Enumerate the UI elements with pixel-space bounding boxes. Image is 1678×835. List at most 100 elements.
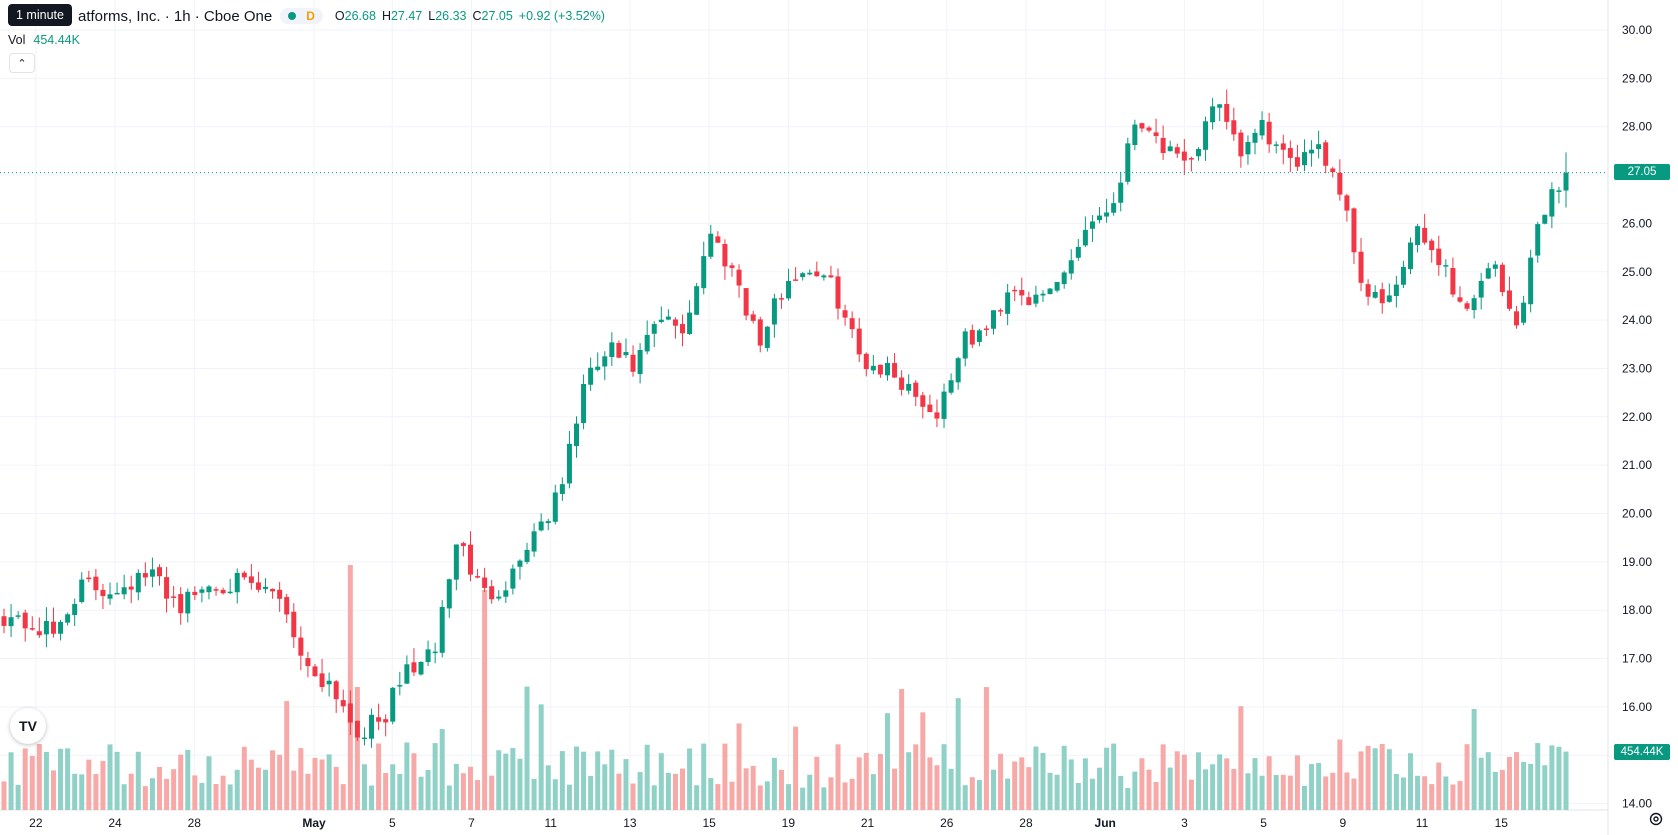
candle-body[interactable] (1492, 264, 1498, 269)
candle-body[interactable] (1195, 149, 1201, 157)
candle-body[interactable] (439, 606, 445, 653)
candle-body[interactable] (86, 577, 92, 580)
candle-body[interactable] (1054, 281, 1060, 291)
candle-body[interactable] (1160, 137, 1166, 154)
candle-body[interactable] (1252, 132, 1258, 143)
candle-body[interactable] (65, 614, 71, 623)
candle-body[interactable] (8, 617, 14, 627)
candle-body[interactable] (948, 380, 954, 393)
candle-body[interactable] (941, 391, 947, 419)
candle-body[interactable] (1224, 103, 1230, 122)
candle-body[interactable] (149, 569, 155, 577)
candle-body[interactable] (651, 324, 657, 334)
candle-body[interactable] (270, 588, 276, 592)
symbol-title[interactable]: atforms, Inc. · 1h · Cboe One (78, 7, 273, 25)
candle-body[interactable] (581, 383, 587, 423)
candle-body[interactable] (750, 314, 756, 321)
candle-body[interactable] (50, 621, 56, 634)
candle-body[interactable] (15, 615, 21, 617)
candle-body[interactable] (856, 328, 862, 355)
candle-body[interactable] (135, 572, 141, 593)
candle-body[interactable] (100, 589, 106, 597)
candle-body[interactable] (566, 443, 572, 484)
candle-body[interactable] (1422, 227, 1428, 243)
candle-body[interactable] (1386, 295, 1392, 302)
candle-body[interactable] (955, 358, 961, 383)
candle-body[interactable] (1535, 224, 1541, 256)
candle-body[interactable] (107, 594, 113, 599)
candle-body[interactable] (1118, 182, 1124, 203)
candle-body[interactable] (658, 319, 664, 323)
candle-body[interactable] (503, 590, 509, 597)
candle-body[interactable] (1549, 189, 1555, 217)
candle-body[interactable] (786, 280, 792, 299)
candle-body[interactable] (800, 273, 806, 278)
candle-body[interactable] (616, 343, 622, 358)
candle-body[interactable] (1132, 124, 1138, 146)
candle-body[interactable] (22, 612, 28, 629)
candle-body[interactable] (1457, 297, 1463, 302)
candle-body[interactable] (1372, 291, 1378, 298)
candle-body[interactable] (884, 362, 890, 376)
candle-body[interactable] (333, 681, 339, 700)
candle-body[interactable] (1563, 172, 1569, 191)
candle-body[interactable] (192, 591, 198, 596)
candle-body[interactable] (234, 572, 240, 593)
candle-body[interactable] (1393, 284, 1399, 297)
candle-body[interactable] (1450, 267, 1456, 295)
market-status[interactable]: D (280, 8, 323, 24)
candle-body[interactable] (680, 324, 686, 334)
candle-body[interactable] (1464, 303, 1470, 309)
candle-body[interactable] (248, 576, 254, 583)
candle-body[interactable] (467, 544, 473, 575)
gear-icon[interactable] (1648, 811, 1664, 827)
candle-body[interactable] (29, 628, 35, 630)
candle-body[interactable] (390, 687, 396, 722)
candle-body[interactable] (361, 737, 367, 740)
candle-body[interactable] (552, 492, 558, 522)
candle-body[interactable] (1323, 142, 1329, 166)
candle-body[interactable] (1089, 221, 1095, 229)
candle-body[interactable] (842, 310, 848, 318)
candle-body[interactable] (1280, 143, 1286, 150)
candle-body[interactable] (114, 592, 120, 595)
candle-body[interactable] (1528, 257, 1534, 305)
candle-body[interactable] (849, 318, 855, 330)
candle-body[interactable] (369, 714, 375, 739)
candle-body[interactable] (1556, 190, 1562, 192)
candle-body[interactable] (821, 275, 827, 278)
candle-body[interactable] (1330, 168, 1336, 173)
candle-body[interactable] (828, 275, 834, 278)
candle-body[interactable] (1436, 248, 1442, 266)
candle-body[interactable] (1068, 260, 1074, 274)
candle-body[interactable] (1408, 242, 1414, 270)
candle-body[interactable] (185, 591, 191, 614)
candle-body[interactable] (171, 596, 177, 598)
candle-body[interactable] (757, 319, 763, 346)
candle-body[interactable] (1400, 266, 1406, 285)
candle-body[interactable] (72, 603, 78, 615)
candle-body[interactable] (899, 377, 905, 390)
candle-body[interactable] (835, 276, 841, 309)
candle-body[interactable] (1174, 147, 1180, 154)
candle-body[interactable] (79, 579, 85, 602)
candle-body[interactable] (1217, 104, 1223, 108)
candle-body[interactable] (298, 637, 304, 656)
candle-body[interactable] (920, 395, 926, 407)
candle-body[interactable] (1125, 143, 1131, 182)
candle-body[interactable] (722, 244, 728, 267)
candle-body[interactable] (545, 521, 551, 524)
candle-body[interactable] (962, 331, 968, 359)
candle-body[interactable] (291, 611, 297, 638)
candle-body[interactable] (991, 310, 997, 329)
candle-body[interactable] (510, 568, 516, 589)
candle-body[interactable] (1415, 226, 1421, 246)
candle-body[interactable] (1273, 144, 1279, 146)
candle-body[interactable] (1443, 265, 1449, 267)
candle-body[interactable] (220, 589, 226, 594)
candle-body[interactable] (1485, 268, 1491, 279)
candle-body[interactable] (1033, 294, 1039, 304)
candle-body[interactable] (1309, 149, 1315, 154)
candle-body[interactable] (475, 576, 481, 578)
candle-body[interactable] (913, 382, 919, 397)
